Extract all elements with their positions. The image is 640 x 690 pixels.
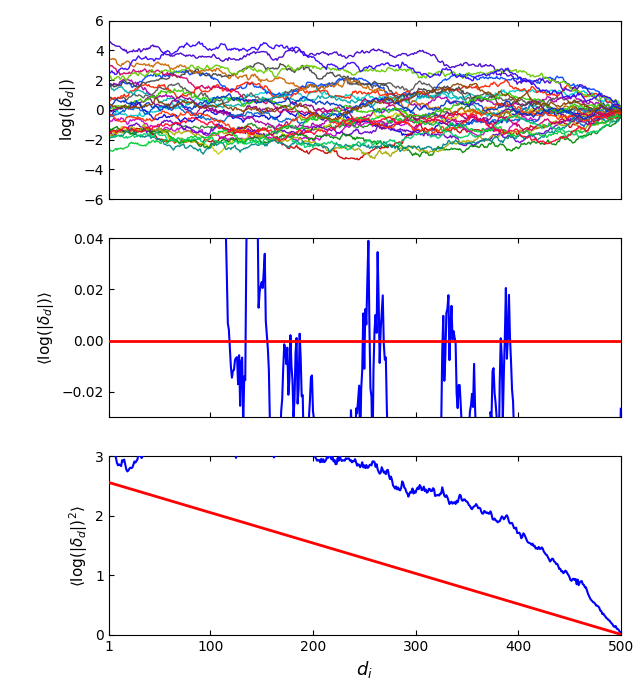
Y-axis label: $\langle \log(|\delta_d|) \rangle$: $\langle \log(|\delta_d|) \rangle$ <box>36 290 56 365</box>
Y-axis label: $\log(|\delta_d|)$: $\log(|\delta_d|)$ <box>58 79 78 141</box>
Y-axis label: $\langle \log(|\delta_d|)^2 \rangle$: $\langle \log(|\delta_d|)^2 \rangle$ <box>67 504 90 586</box>
X-axis label: $d_i$: $d_i$ <box>356 659 373 680</box>
